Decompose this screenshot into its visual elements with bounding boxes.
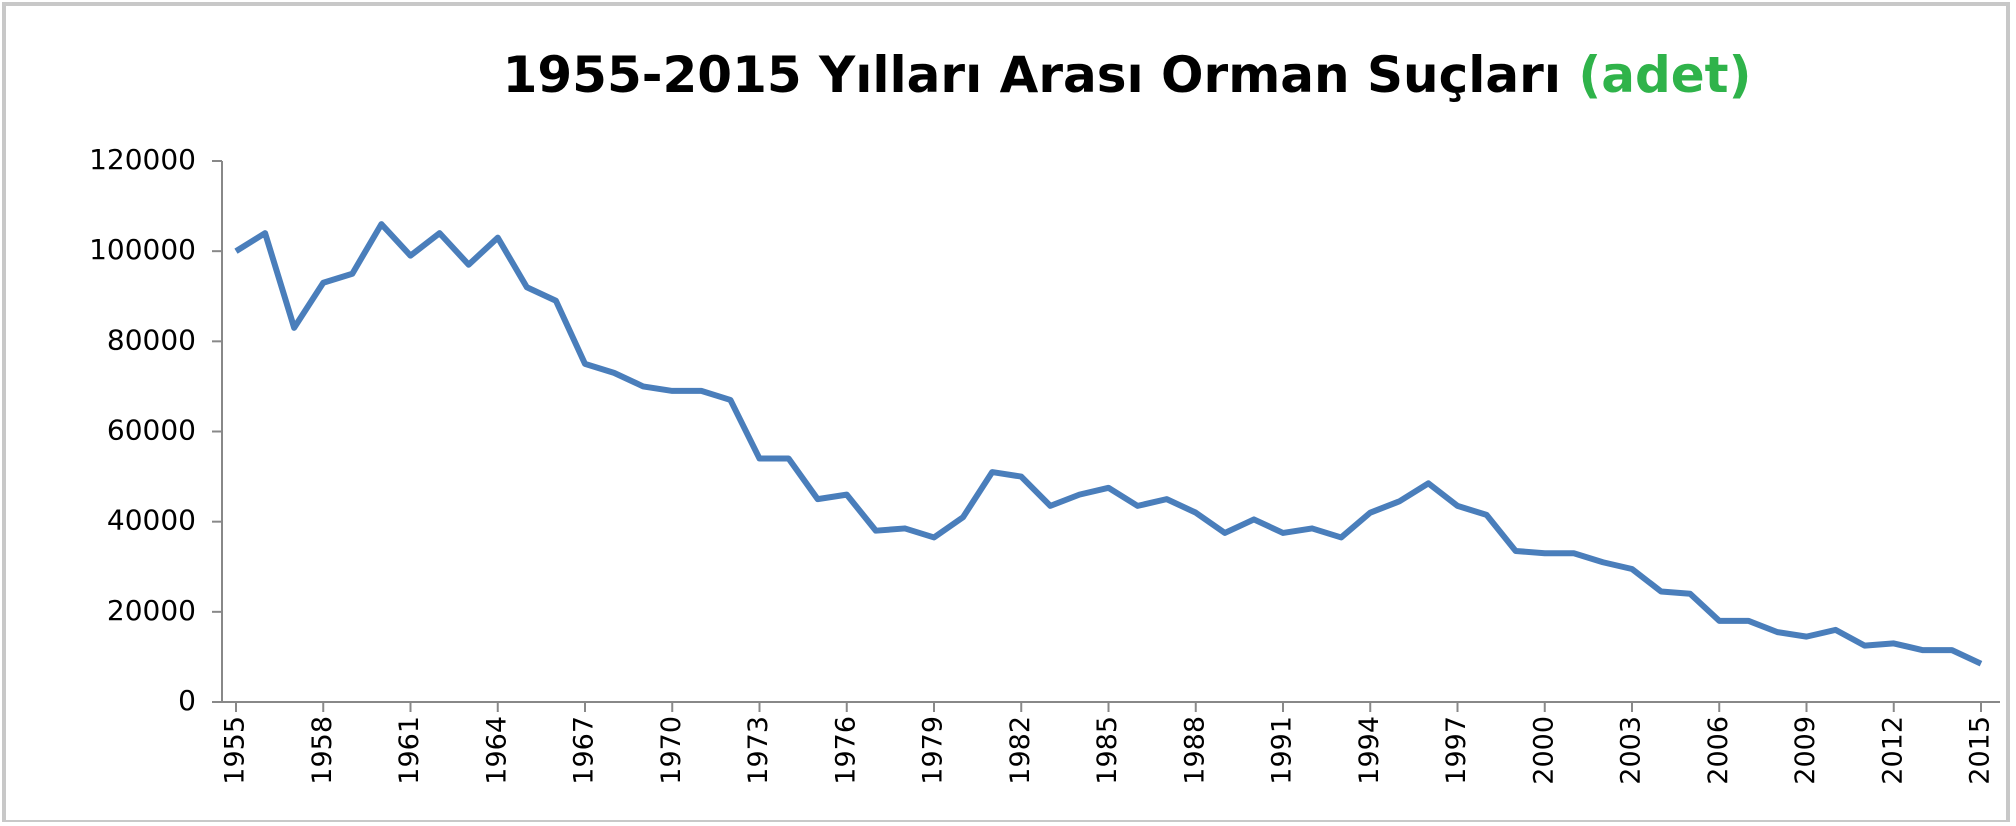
x-tick-label: 1994 (1354, 716, 1385, 785)
x-tick-label: 1997 (1441, 716, 1472, 785)
y-tick-label: 100000 (89, 233, 196, 266)
x-tick-label: 1988 (1179, 716, 1210, 785)
x-tick-label: 1955 (220, 716, 251, 785)
x-tick-label: 1991 (1267, 716, 1298, 785)
y-tick-label: 60000 (107, 414, 196, 447)
x-tick-label: 1979 (918, 716, 949, 785)
x-tick-label: 1982 (1005, 716, 1036, 785)
x-tick-label: 1967 (569, 716, 600, 785)
title-suffix: (adet) (1578, 46, 1751, 104)
y-tick-label: 80000 (107, 323, 196, 356)
x-tick-label: 2015 (1965, 716, 1996, 785)
data-line (234, 221, 1983, 667)
x-tick-label: 2006 (1703, 716, 1734, 785)
x-tick-label: 1961 (394, 716, 425, 785)
x-tick-label: 1985 (1092, 716, 1123, 785)
x-tick-label: 1958 (307, 716, 338, 785)
x-tick-label: 2009 (1790, 716, 1821, 785)
title-main: 1955-2015 Yılları Arası Orman Suçları (503, 46, 1561, 104)
y-tick-label: 20000 (107, 594, 196, 627)
x-tick-label: 1964 (481, 716, 512, 785)
x-tick-label: 1976 (830, 716, 861, 785)
y-tick-label: 0 (178, 684, 196, 717)
x-tick-label: 2003 (1616, 716, 1647, 785)
y-tick-label: 120000 (89, 143, 196, 176)
x-tick-label: 1970 (656, 716, 687, 785)
x-tick-label: 1973 (743, 716, 774, 785)
x-tick-label: 2000 (1528, 716, 1559, 785)
x-tick-label: 2012 (1877, 716, 1908, 785)
y-tick-label: 40000 (107, 504, 196, 537)
chart-title: 1955-2015 Yılları Arası Orman Suçları (a… (503, 46, 1752, 104)
